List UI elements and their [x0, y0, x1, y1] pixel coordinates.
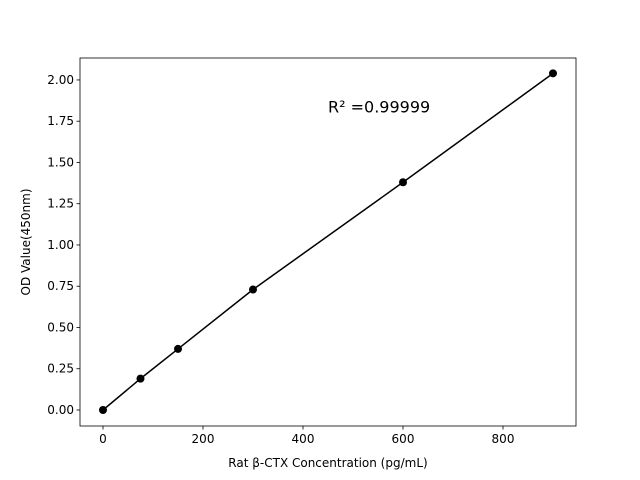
x-tick-label: 0: [99, 432, 107, 446]
x-tick-label: 200: [192, 432, 215, 446]
y-tick-label: 0.25: [47, 362, 74, 376]
plot-area: 0 200 400 600 800 0.00 0.25 0.50 0.75 1.00 1.25 1.5…: [47, 57, 577, 446]
y-tick-label: 1.50: [47, 155, 74, 169]
data-point: [399, 178, 407, 187]
data-point: [174, 344, 182, 353]
series-line: [102, 72, 554, 411]
y-tick-label: 0.75: [47, 279, 74, 293]
x-tick-label: 400: [292, 432, 315, 446]
y-tick-label: 0.50: [47, 320, 74, 334]
x-tick-label: 600: [392, 432, 415, 446]
y-tick-label: 0.00: [47, 403, 74, 417]
x-axis-label: Rat β-CTX Concentration (pg/mL): [228, 456, 427, 470]
y-tick-label: 2.00: [47, 73, 74, 87]
r-squared-annotation: R² =0.99999: [328, 97, 430, 116]
y-tick-label: 1.75: [47, 114, 74, 128]
y-axis-label: OD Value(450nm): [19, 188, 33, 295]
x-tick-label: 800: [492, 432, 515, 446]
data-point: [99, 405, 107, 414]
data-point: [549, 69, 557, 78]
data-point: [249, 285, 257, 294]
y-tick-label: 1.25: [47, 197, 74, 211]
data-point: [136, 374, 145, 383]
axes-frame: [79, 57, 577, 427]
y-tick-label: 1.00: [47, 238, 74, 252]
